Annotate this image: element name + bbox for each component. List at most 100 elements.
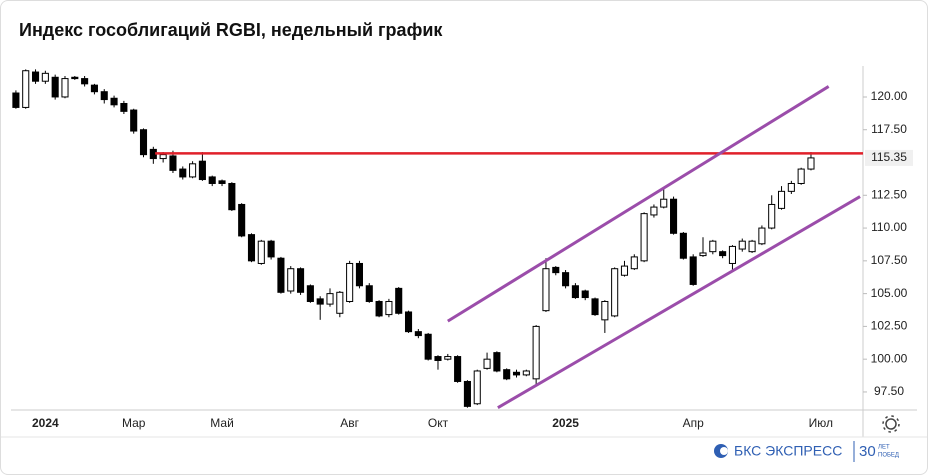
candle-body bbox=[326, 293, 334, 305]
candle-body bbox=[365, 285, 373, 302]
candle-body bbox=[208, 176, 216, 184]
candle-body bbox=[306, 285, 314, 302]
candle-body bbox=[159, 154, 167, 160]
candle-body bbox=[297, 268, 305, 293]
x-tick-label: Окт bbox=[428, 416, 449, 430]
candle-body bbox=[404, 311, 413, 333]
candle-body bbox=[316, 298, 324, 305]
candle-body bbox=[670, 198, 678, 234]
candle-body bbox=[31, 71, 40, 82]
candle-body bbox=[679, 232, 687, 259]
x-tick-label: Июл bbox=[809, 416, 833, 430]
candle-body bbox=[562, 272, 570, 287]
candle-body bbox=[611, 268, 619, 317]
last-price-box bbox=[865, 149, 913, 166]
candle-body bbox=[512, 371, 521, 376]
candle-body bbox=[699, 252, 707, 257]
candle-body bbox=[728, 245, 736, 264]
brand: БКС ЭКСПРЕСС bbox=[734, 443, 842, 459]
logo-mark bbox=[714, 444, 728, 458]
candle-body bbox=[689, 256, 697, 285]
candle-body bbox=[738, 240, 746, 250]
candle-body bbox=[22, 70, 30, 108]
candle-body bbox=[375, 300, 383, 317]
candle-body bbox=[630, 256, 638, 270]
candle-body bbox=[532, 325, 540, 380]
candle-body bbox=[424, 333, 432, 360]
x-tick-label: Апр bbox=[683, 416, 705, 430]
candle-body bbox=[719, 251, 727, 257]
candle-body bbox=[139, 129, 148, 156]
candle-body bbox=[748, 240, 756, 253]
trend-line bbox=[497, 195, 861, 409]
candle-body bbox=[355, 262, 363, 287]
x-tick-label: Авг bbox=[340, 416, 359, 430]
last-price-label: 115.35 bbox=[871, 150, 907, 164]
candle-body bbox=[493, 352, 501, 372]
candle-body bbox=[257, 240, 265, 264]
candle-body bbox=[61, 78, 69, 98]
candle-body bbox=[503, 369, 511, 380]
candle-body bbox=[552, 266, 560, 274]
candle-body bbox=[454, 356, 462, 382]
y-tick-label: 107.50 bbox=[871, 253, 908, 267]
candle-body bbox=[444, 356, 452, 360]
candle-body bbox=[189, 163, 197, 178]
x-tick-label: Мар bbox=[122, 416, 146, 430]
candle-body bbox=[51, 76, 59, 98]
candle-body bbox=[660, 198, 668, 208]
candle-body bbox=[591, 298, 599, 316]
y-tick-label: 120.00 bbox=[871, 89, 908, 103]
y-tick-label: 117.50 bbox=[871, 122, 907, 136]
candle-body bbox=[100, 91, 108, 101]
candle-body bbox=[395, 287, 403, 314]
candle-body bbox=[807, 157, 815, 170]
candle-body bbox=[228, 182, 236, 211]
candle-body bbox=[287, 268, 295, 292]
candle-body bbox=[483, 358, 491, 369]
y-tick-label: 112.50 bbox=[871, 187, 907, 201]
candle-body bbox=[267, 240, 275, 258]
candle-body bbox=[247, 234, 256, 262]
candle-body bbox=[238, 203, 246, 237]
candle-body bbox=[90, 84, 98, 93]
trend-line bbox=[447, 85, 830, 323]
candle-body bbox=[581, 290, 589, 299]
candle-body bbox=[277, 257, 285, 293]
candle-body bbox=[346, 262, 354, 302]
candle-body bbox=[81, 78, 89, 85]
candle-body bbox=[434, 356, 442, 361]
candle-body bbox=[797, 168, 805, 184]
candle-body bbox=[179, 168, 187, 178]
candle-body bbox=[71, 76, 79, 80]
chart-title: Индекс гособлигаций RGBI, недельный граф… bbox=[19, 20, 443, 40]
candle-body bbox=[787, 182, 795, 192]
candle-body bbox=[620, 265, 629, 276]
candle-body bbox=[768, 203, 776, 229]
y-tick-label: 100.00 bbox=[871, 351, 908, 365]
badge-text: ПОБЕД bbox=[878, 453, 899, 459]
badge-text: ЛЕТ bbox=[878, 445, 890, 451]
candle-body bbox=[463, 380, 471, 407]
candle-body bbox=[414, 331, 422, 337]
y-tick-label: 102.50 bbox=[871, 319, 908, 333]
candle-body bbox=[473, 370, 481, 405]
candle-body bbox=[41, 72, 49, 82]
x-tick-label: 2024 bbox=[32, 416, 59, 430]
candle-body bbox=[650, 206, 658, 216]
candle-body bbox=[120, 102, 128, 112]
candle-body bbox=[777, 190, 786, 209]
candle-body bbox=[640, 213, 648, 262]
candle-body bbox=[198, 160, 206, 181]
candle-body bbox=[601, 300, 609, 321]
candle-body bbox=[385, 300, 393, 316]
y-tick-label: 110.00 bbox=[871, 220, 907, 234]
candle-body bbox=[12, 92, 20, 108]
candle-body bbox=[571, 285, 579, 299]
candle-body bbox=[169, 155, 177, 171]
x-tick-label: 2025 bbox=[552, 416, 579, 430]
candle-body bbox=[110, 97, 118, 106]
settings-icon[interactable] bbox=[882, 415, 900, 433]
